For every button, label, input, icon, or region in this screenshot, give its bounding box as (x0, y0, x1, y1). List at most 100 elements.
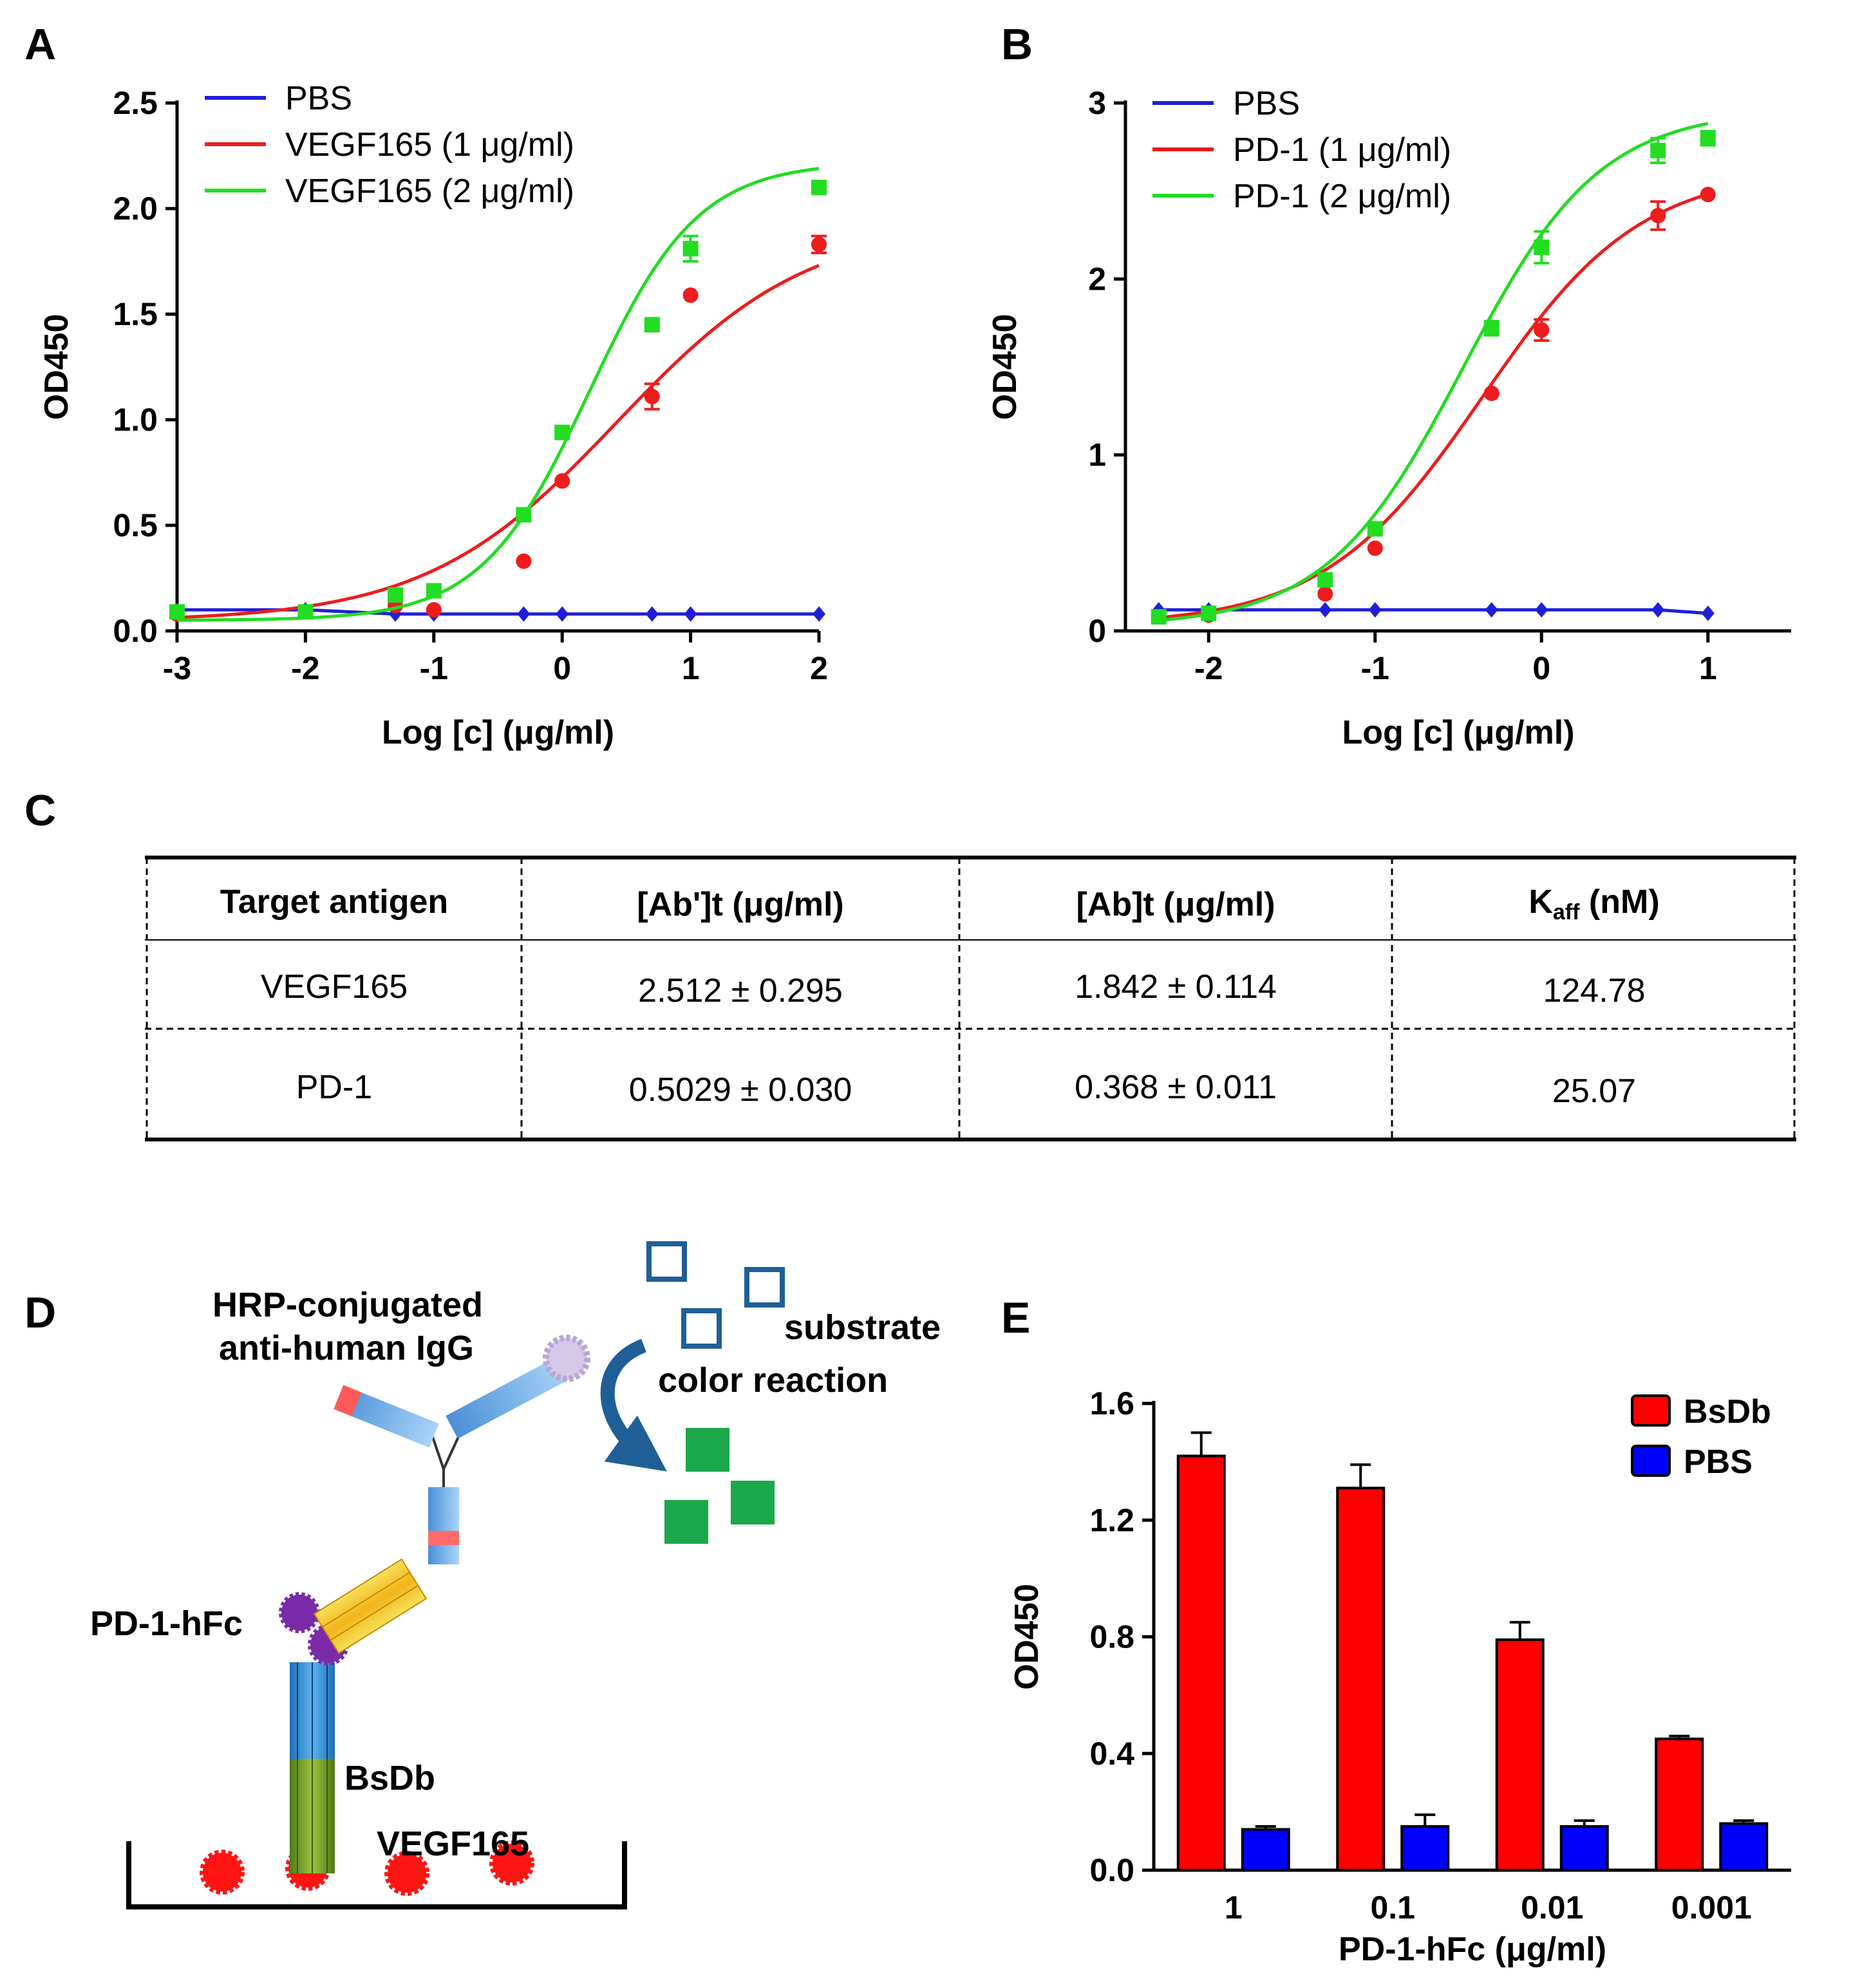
series-1 (169, 234, 827, 622)
y-tick-label: 0.4 (1089, 1736, 1134, 1772)
bar-bsdb (1495, 1638, 1545, 1871)
data-point (1535, 602, 1548, 618)
kaff-symbol: K (1528, 883, 1553, 921)
data-point (426, 602, 442, 618)
y-tick-label: 1.2 (1089, 1502, 1134, 1538)
product-square-3 (664, 1500, 708, 1544)
data-point (516, 553, 532, 569)
pd1-hfc-label: PD-1-hFc (90, 1604, 243, 1643)
data-point (517, 606, 531, 622)
data-point (1700, 187, 1716, 203)
data-point (1534, 239, 1550, 256)
panel-letter-c: C (24, 786, 56, 835)
panel-c: C Target antigen [Ab']t (μg/ml) [Ab]t (μ… (24, 786, 1796, 1141)
y-tick-label: 1 (1088, 437, 1106, 473)
igg-hinge (431, 1436, 460, 1487)
chart-a: 0.0 0.5 1.0 1.5 2.0 2.5 -3 -2 -1 0 1 2 Log [c] (μg/m… (38, 80, 828, 751)
legend: PBS PD-1 (1 μg/ml) PD-1 (2 μg/ml) (1152, 85, 1451, 215)
table-cell-r0-c0: VEGF165 (261, 968, 408, 1006)
panel-letter-a: A (24, 20, 56, 69)
x-axis-title: Log [c] (μg/ml) (1342, 714, 1574, 751)
data-point (297, 604, 314, 620)
legend-label: PBS (285, 80, 352, 117)
data-point (682, 287, 699, 303)
results-table: Target antigen [Ab']t (μg/ml) [Ab]t (μg/… (145, 856, 1796, 1141)
bar-pbs (1559, 1825, 1609, 1871)
bar-bsdb (1655, 1738, 1704, 1871)
x-tick-label: 0 (1532, 650, 1550, 686)
x-axis-title: PD-1-hFc (μg/ml) (1339, 1931, 1606, 1968)
product-squares (664, 1428, 775, 1544)
data-point (1317, 586, 1333, 602)
table-cell-r0-c2: 1.842 ± 0.114 (1075, 968, 1277, 1006)
data-point (1483, 386, 1500, 401)
x-tick-label: 1 (682, 650, 700, 686)
y-tick-label: 2 (1088, 261, 1106, 297)
data-point (387, 587, 403, 603)
series-2 (169, 167, 827, 622)
bar-group-3 (1655, 1734, 1769, 1871)
hrp-label-line2: anti-human IgG (219, 1329, 474, 1367)
y-tick-label: 0.0 (113, 613, 158, 649)
panel-d: D VEGF165 BsDb PD-1-hFc (24, 1241, 941, 1909)
chart-b: 0 1 2 3 -2 -1 0 1 Log [c] (μg/ml) OD450 PBS PD-1 (1… (986, 85, 1791, 751)
bar-pbs (1241, 1828, 1290, 1871)
table-cell-r1-c0: PD-1 (296, 1069, 372, 1106)
pd1-blob-1 (279, 1592, 320, 1633)
legend-label: BsDb (1684, 1393, 1771, 1430)
data-point (426, 583, 442, 599)
product-square-1 (686, 1428, 729, 1472)
data-point (556, 606, 569, 622)
igg-arm-left (334, 1385, 439, 1448)
product-square-2 (731, 1481, 775, 1524)
x-axis-title: Log [c] (μg/ml) (382, 714, 614, 751)
y-tick-label: 0.0 (1089, 1852, 1134, 1888)
hrp-enzyme (543, 1335, 590, 1382)
data-point (811, 180, 827, 196)
x-tick-label: 0.01 (1521, 1890, 1583, 1926)
data-point (516, 507, 532, 523)
fit-curve (177, 167, 820, 622)
kaff-subscript: aff (1553, 900, 1580, 924)
bsdb-stripes (297, 1662, 328, 1873)
data-point (811, 236, 827, 252)
data-point (1367, 521, 1383, 537)
data-point (1534, 322, 1550, 338)
hrp-label-line1: HRP-conjugated (212, 1286, 483, 1324)
legend-label: PD-1 (1 μg/ml) (1233, 131, 1451, 169)
x-tick-label: 0.1 (1370, 1890, 1415, 1926)
elisa-plate-well (126, 1841, 627, 1909)
table-header-target: Target antigen (220, 883, 448, 921)
substrate-square-1 (646, 1241, 687, 1282)
panel-letter-d: D (24, 1288, 56, 1337)
y-tick-label: 2.5 (113, 85, 158, 121)
hrp-igg-antibody (334, 1335, 590, 1564)
x-tick-label: -2 (291, 650, 319, 686)
data-point (554, 473, 570, 489)
data-point (1485, 602, 1498, 618)
y-axis-title: OD450 (1008, 1584, 1046, 1690)
series-2 (1151, 122, 1716, 625)
table-cell-r1-c3: 25.07 (1552, 1073, 1636, 1110)
igg-stem-band (428, 1531, 459, 1545)
data-point (645, 606, 659, 622)
y-axis-title: OD450 (38, 314, 75, 420)
bsdb-label: BsDb (344, 1759, 435, 1797)
legend: BsDb PBS (1631, 1393, 1771, 1481)
data-point (1201, 605, 1217, 621)
vegf165-antigen-3 (384, 1851, 429, 1896)
vegf165-label: VEGF165 (377, 1824, 529, 1863)
vegf165-antigen-1 (200, 1850, 245, 1895)
hfc-fragment (313, 1558, 428, 1655)
igg-arm-right (446, 1355, 572, 1439)
panel-b: B 0 1 2 3 -2 -1 0 1 Log [c] (μg/ml) OD450 PBS PD-1 … (986, 20, 1791, 751)
data-point (554, 424, 570, 440)
series-1 (1151, 187, 1716, 625)
legend-swatch (1631, 1394, 1671, 1427)
table-cell-r1-c2: 0.368 ± 0.011 (1075, 1069, 1277, 1106)
bar-pbs (1719, 1822, 1769, 1871)
legend-label: VEGF165 (1 μg/ml) (285, 126, 574, 164)
igg-fc-stem (428, 1487, 459, 1564)
x-tick-label: 1 (1225, 1890, 1243, 1926)
color-reaction-label: color reaction (658, 1361, 888, 1400)
